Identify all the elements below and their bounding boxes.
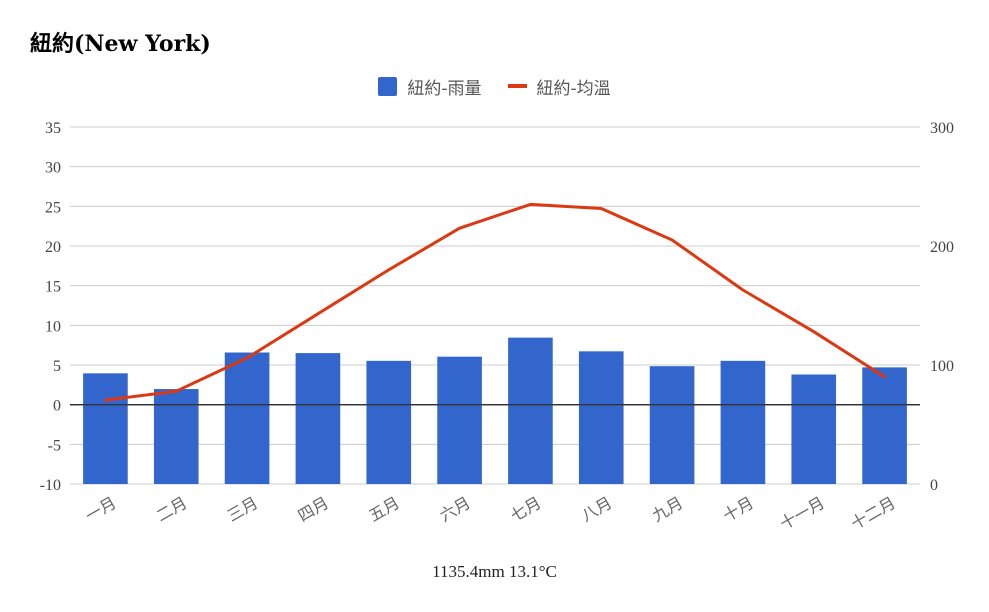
bar-rainfall-4 xyxy=(295,353,341,484)
legend-item-temperature[interactable]: 紐約-均溫 xyxy=(507,74,611,99)
x-axis-tick-label: 一月 xyxy=(82,493,119,525)
right-axis-tick-label: 0 xyxy=(930,477,938,494)
bar-rainfall-12 xyxy=(862,367,907,484)
x-axis-tick-label: 五月 xyxy=(366,493,403,525)
chart-footnote: 1135.4mm 13.1°C xyxy=(432,562,557,581)
x-axis-tick-label: 六月 xyxy=(436,493,473,525)
bar-rainfall-6 xyxy=(437,356,482,484)
bar-rainfall-8 xyxy=(578,351,624,484)
x-axis-tick-label: 二月 xyxy=(153,493,190,525)
legend-item-rainfall[interactable]: 紐約-雨量 xyxy=(378,74,482,99)
left-axis-tick-label: 20 xyxy=(45,239,61,256)
left-axis-tick-label: -10 xyxy=(40,477,61,494)
bar-rainfall-2 xyxy=(153,389,199,484)
right-axis-tick-label: 100 xyxy=(930,358,954,375)
x-axis-tick-label: 七月 xyxy=(507,493,544,525)
right-axis-tick-label: 200 xyxy=(930,239,954,256)
bar-rainfall-10 xyxy=(720,360,766,484)
legend-swatch-rainfall xyxy=(378,76,398,96)
x-axis-tick-label: 十二月 xyxy=(848,493,899,533)
bar-rainfall-1 xyxy=(83,373,128,484)
left-axis-tick-label: 35 xyxy=(45,120,61,137)
x-axis-tick-label: 十月 xyxy=(720,493,757,525)
chart-title: 紐約(New York) xyxy=(30,31,211,57)
left-axis-tick-label: 30 xyxy=(45,160,61,177)
right-axis-tick-label: 300 xyxy=(930,120,954,137)
x-axis-tick-label: 三月 xyxy=(224,493,261,525)
bar-rainfall-3 xyxy=(224,352,270,484)
bar-rainfall-9 xyxy=(649,366,695,484)
line-temperature xyxy=(103,202,887,402)
left-axis-tick-label: -5 xyxy=(48,437,61,454)
bar-rainfall-11 xyxy=(791,374,837,484)
legend-label-temperature: 紐約-均溫 xyxy=(536,78,611,99)
x-axis-tick-label: 十一月 xyxy=(777,493,828,533)
left-axis-tick-label: 5 xyxy=(53,358,61,375)
left-axis-tick-label: 0 xyxy=(53,398,61,415)
legend-label-rainfall: 紐約-雨量 xyxy=(407,78,482,99)
left-axis-tick-label: 25 xyxy=(45,199,61,216)
x-axis-tick-label: 九月 xyxy=(649,493,686,525)
left-axis-tick-label: 15 xyxy=(45,279,61,296)
legend-swatch-temperature xyxy=(507,84,527,88)
bar-rainfall-5 xyxy=(366,360,412,484)
x-axis-tick-label: 四月 xyxy=(295,493,332,525)
legend: 紐約-雨量 紐約-均溫 xyxy=(0,72,989,100)
bar-rainfall-7 xyxy=(508,337,553,484)
x-axis-tick-label: 八月 xyxy=(578,493,615,525)
left-axis-tick-label: 10 xyxy=(45,318,61,335)
